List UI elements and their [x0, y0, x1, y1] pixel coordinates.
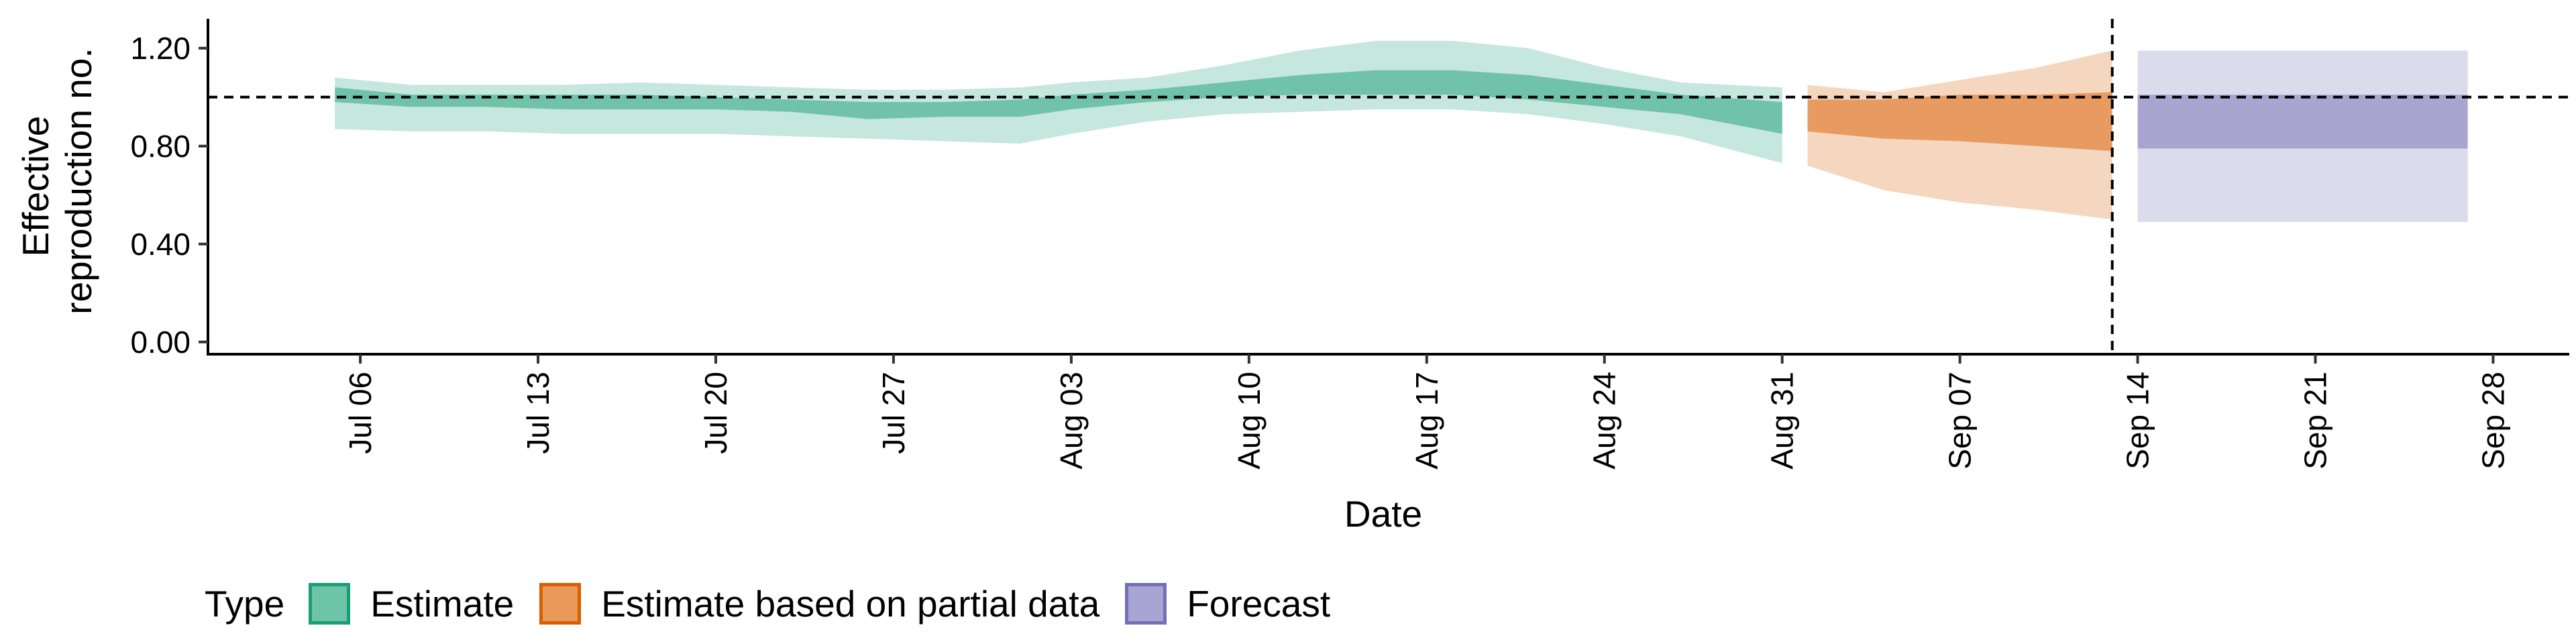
x-axis-title: Date	[1344, 493, 1422, 535]
estimate-based-on-partial-data-50-band	[1807, 92, 2112, 152]
forecast-50-band	[2137, 95, 2468, 149]
y-axis-ticks: 0.00 0.40 0.80 1.20	[130, 31, 208, 360]
x-tick-label: Sep 28	[2476, 372, 2511, 470]
y-tick-label: 0.80	[130, 129, 191, 164]
y-tick-label: 0.00	[130, 325, 191, 360]
legend-label-partial-data: Estimate based on partial data	[601, 583, 1100, 625]
legend-label-forecast: Forecast	[1187, 583, 1331, 625]
y-axis-title: Effective reproduction no.	[15, 48, 99, 315]
reference-lines	[208, 19, 2569, 354]
axes	[207, 19, 2569, 356]
y-axis-title-line-2: reproduction no.	[58, 48, 99, 315]
legend-item-estimate: Estimate	[309, 582, 514, 625]
legend-swatch-partial-data	[539, 583, 582, 625]
x-tick-label: Sep 14	[2121, 372, 2155, 470]
x-tick-label: Jul 13	[521, 372, 555, 454]
legend-swatch-estimate	[309, 583, 351, 625]
x-tick-label: Sep 07	[1943, 372, 1978, 470]
x-tick-label: Aug 31	[1765, 372, 1800, 470]
x-tick-label: Aug 24	[1587, 372, 1622, 470]
x-tick-label: Aug 10	[1232, 372, 1267, 470]
legend-item-forecast: Forecast	[1125, 582, 1330, 625]
legend: Type Estimate Estimate based on partial …	[205, 574, 1356, 634]
legend-title: Type	[205, 583, 285, 625]
x-tick-label: Sep 21	[2298, 372, 2333, 470]
x-tick-label: Jul 06	[343, 372, 378, 454]
x-tick-label: Aug 03	[1054, 372, 1089, 470]
legend-label-estimate: Estimate	[370, 583, 515, 625]
legend-item-partial-data: Estimate based on partial data	[539, 582, 1099, 625]
y-tick-label: 0.40	[130, 227, 191, 262]
legend-swatch-forecast	[1125, 583, 1167, 625]
y-axis-title-line-1: Effective	[15, 116, 56, 257]
x-tick-label: Jul 20	[698, 372, 733, 454]
y-tick-label: 1.20	[130, 31, 191, 66]
uncertainty-bands	[335, 40, 2468, 222]
x-axis-ticks: Jul 06 Jul 13 Jul 20 Jul 27 Aug 03 Aug 10 Aug …	[343, 354, 2511, 470]
estimate-50-band	[335, 70, 1782, 134]
x-tick-label: Aug 17	[1409, 372, 1444, 470]
x-tick-label: Jul 27	[876, 372, 911, 454]
